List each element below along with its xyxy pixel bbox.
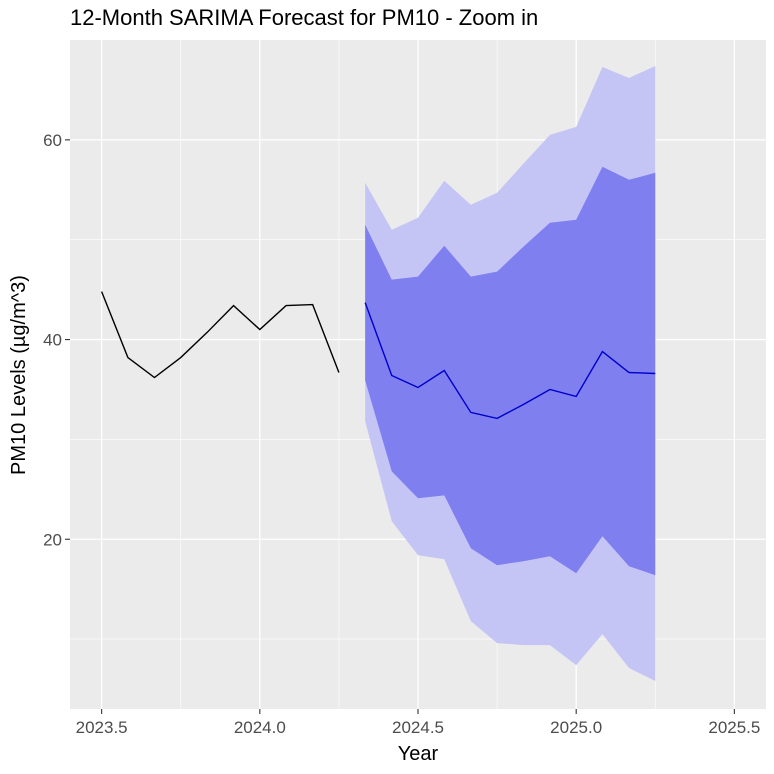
x-axis: 2023.5 2024.0 2024.5 2025.0 2025.5 bbox=[76, 709, 760, 737]
x-tick-label: 2025.5 bbox=[708, 718, 760, 737]
x-tick-label: 2024.0 bbox=[234, 718, 286, 737]
x-axis-title: Year bbox=[398, 743, 439, 765]
y-tick-label: 40 bbox=[43, 331, 62, 350]
observed-series-line bbox=[100, 291, 340, 379]
x-tick-label: 2025.0 bbox=[550, 718, 602, 737]
series-lines bbox=[100, 291, 656, 420]
forecast-mean-line bbox=[364, 302, 656, 420]
y-axis-title: PM10 Levels (µg/m^3) bbox=[8, 275, 30, 475]
chart-title: 12-Month SARIMA Forecast for PM10 - Zoom… bbox=[70, 5, 538, 30]
x-tick-label: 2023.5 bbox=[76, 718, 128, 737]
y-tick-label: 20 bbox=[43, 530, 62, 549]
x-tick-label: 2024.5 bbox=[392, 718, 444, 737]
prediction-intervals bbox=[365, 65, 656, 682]
y-axis: 20 40 60 bbox=[43, 131, 70, 549]
interval-80-band bbox=[365, 166, 656, 576]
y-tick-label: 60 bbox=[43, 131, 62, 150]
